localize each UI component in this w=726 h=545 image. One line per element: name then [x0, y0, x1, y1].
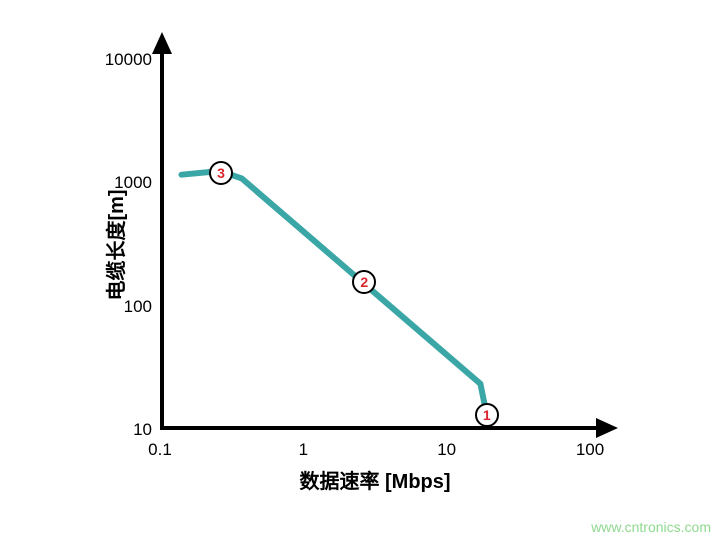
x-tick-10: 10 [437, 440, 456, 460]
x-tick-1: 1 [299, 440, 308, 460]
x-axis-arrow-icon [596, 418, 618, 438]
watermark: www.cntronics.com [591, 519, 711, 535]
marker-1: 1 [475, 403, 499, 427]
y-tick-10000: 10000 [92, 50, 152, 70]
y-axis-arrow-icon [152, 32, 172, 54]
marker-2: 2 [352, 270, 376, 294]
chart-container: 123 10100100010000 0.1110100 电缆长度[m] 数据速… [60, 20, 680, 510]
plot-area: 123 10100100010000 0.1110100 电缆长度[m] 数据速… [160, 60, 590, 430]
curve [160, 60, 590, 430]
x-axis-title: 数据速率 [Mbps] [299, 465, 450, 494]
y-axis-title: 电缆长度[m] [100, 189, 129, 300]
x-tick-0.1: 0.1 [148, 440, 172, 460]
marker-3: 3 [209, 161, 233, 185]
x-tick-100: 100 [576, 440, 604, 460]
y-tick-10: 10 [92, 420, 152, 440]
